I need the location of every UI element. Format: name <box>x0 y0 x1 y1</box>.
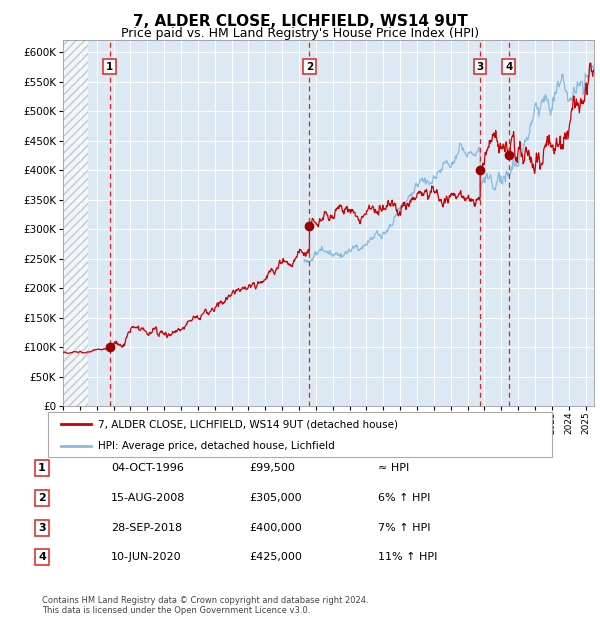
Text: 4: 4 <box>38 552 46 562</box>
Text: 6% ↑ HPI: 6% ↑ HPI <box>378 493 430 503</box>
Bar <box>63 40 88 406</box>
Text: £400,000: £400,000 <box>249 523 302 533</box>
Text: 28-SEP-2018: 28-SEP-2018 <box>111 523 182 533</box>
FancyBboxPatch shape <box>48 412 552 457</box>
Text: 4: 4 <box>505 62 512 72</box>
Text: £425,000: £425,000 <box>249 552 302 562</box>
Text: 15-AUG-2008: 15-AUG-2008 <box>111 493 185 503</box>
Text: Price paid vs. HM Land Registry's House Price Index (HPI): Price paid vs. HM Land Registry's House … <box>121 27 479 40</box>
Text: 2: 2 <box>306 62 313 72</box>
Text: 04-OCT-1996: 04-OCT-1996 <box>111 463 184 473</box>
Text: 7, ALDER CLOSE, LICHFIELD, WS14 9UT: 7, ALDER CLOSE, LICHFIELD, WS14 9UT <box>133 14 467 29</box>
Text: 1: 1 <box>106 62 113 72</box>
Text: 1: 1 <box>38 463 46 473</box>
Text: HPI: Average price, detached house, Lichfield: HPI: Average price, detached house, Lich… <box>98 441 335 451</box>
Text: 3: 3 <box>476 62 484 72</box>
Text: £305,000: £305,000 <box>249 493 302 503</box>
Text: ≈ HPI: ≈ HPI <box>378 463 409 473</box>
Text: 7% ↑ HPI: 7% ↑ HPI <box>378 523 431 533</box>
Text: 10-JUN-2020: 10-JUN-2020 <box>111 552 182 562</box>
Text: Contains HM Land Registry data © Crown copyright and database right 2024.
This d: Contains HM Land Registry data © Crown c… <box>42 596 368 615</box>
Text: £99,500: £99,500 <box>249 463 295 473</box>
Text: 3: 3 <box>38 523 46 533</box>
Text: 2: 2 <box>38 493 46 503</box>
Text: 11% ↑ HPI: 11% ↑ HPI <box>378 552 437 562</box>
Text: 7, ALDER CLOSE, LICHFIELD, WS14 9UT (detached house): 7, ALDER CLOSE, LICHFIELD, WS14 9UT (det… <box>98 419 398 430</box>
